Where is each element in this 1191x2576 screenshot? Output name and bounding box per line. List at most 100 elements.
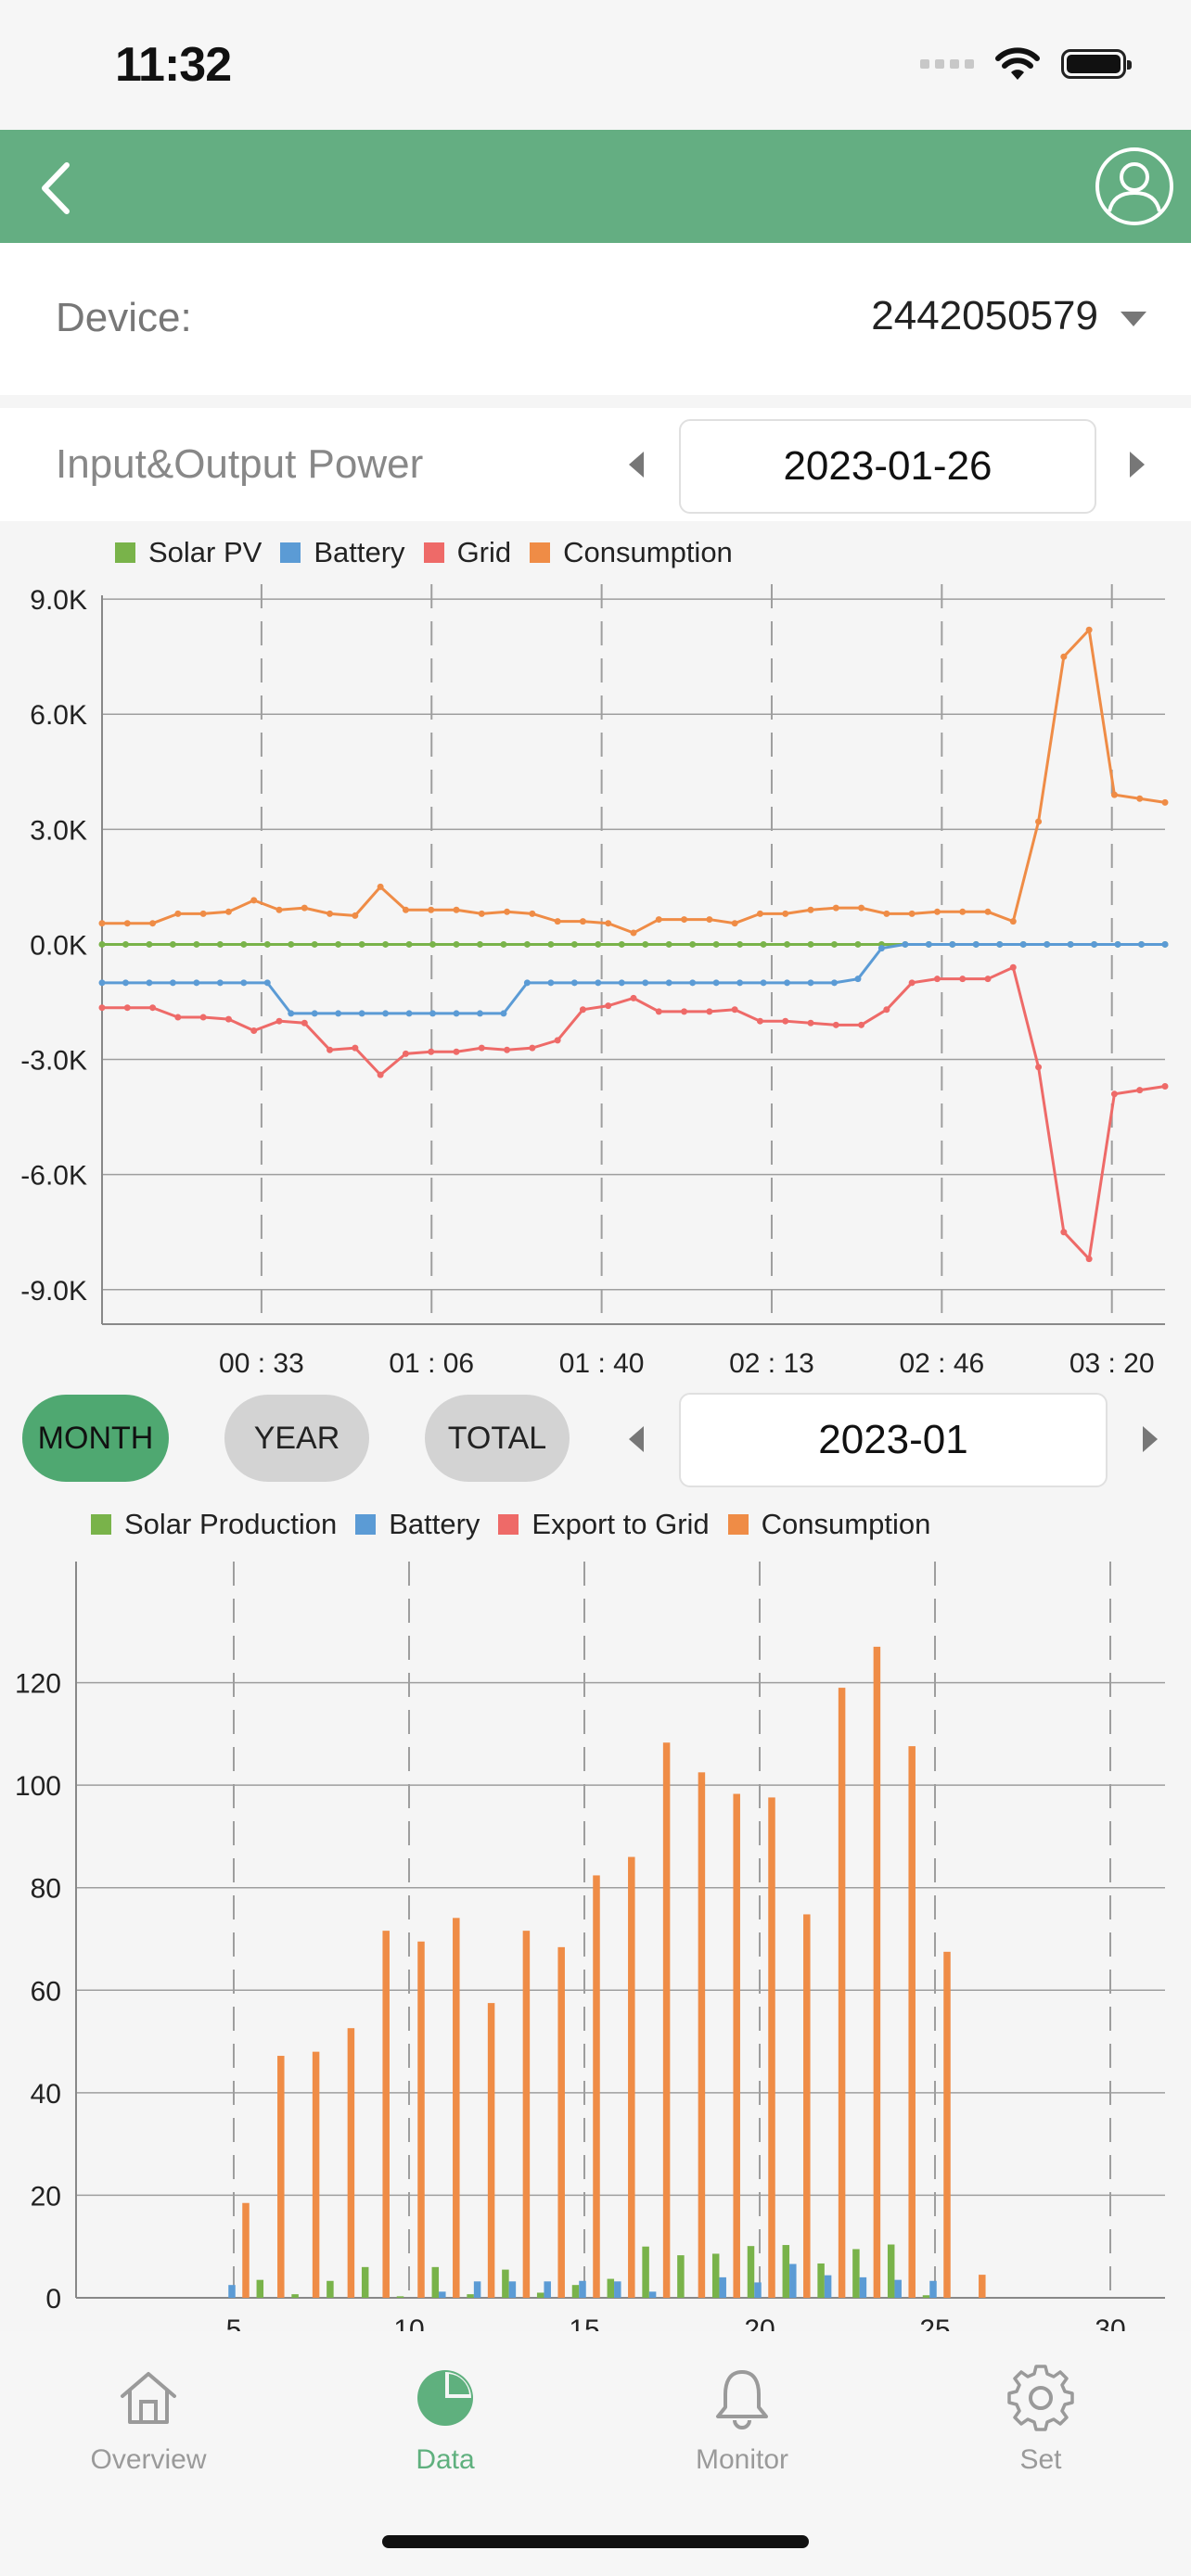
- data-point: [453, 1010, 460, 1017]
- bar: [522, 1931, 531, 2298]
- data-point: [224, 908, 232, 915]
- data-point: [908, 910, 916, 917]
- legend-swatch: [115, 542, 135, 563]
- series-line: [102, 942, 1165, 1015]
- data-point: [358, 1010, 365, 1017]
- bar: [768, 1797, 775, 2298]
- bar: [859, 2276, 867, 2298]
- data-point: [476, 940, 483, 948]
- device-value[interactable]: 2442050579: [871, 293, 1098, 338]
- period-date-picker[interactable]: 2023-01: [679, 1393, 1108, 1487]
- tab-data[interactable]: Data: [343, 2365, 547, 2476]
- data-point: [1161, 940, 1169, 948]
- data-point: [169, 940, 176, 948]
- prev-date-icon[interactable]: [629, 452, 644, 478]
- data-point: [883, 1006, 890, 1014]
- bar: [754, 2282, 762, 2298]
- data-point: [807, 906, 814, 913]
- data-point: [149, 920, 157, 927]
- data-point: [1136, 795, 1144, 802]
- data-point: [402, 906, 409, 913]
- data-point: [1035, 1064, 1043, 1071]
- io-date-picker[interactable]: 2023-01-26: [679, 419, 1096, 514]
- bar: [579, 2280, 586, 2298]
- data-point: [263, 979, 271, 987]
- data-point: [377, 1071, 384, 1078]
- data-point: [1067, 940, 1074, 948]
- data-point: [858, 1021, 865, 1028]
- data-point: [554, 918, 561, 925]
- y-tick-label: 0: [45, 2284, 61, 2315]
- bar: [838, 1688, 846, 2298]
- legend-item[interactable]: Solar PV: [115, 536, 262, 569]
- data-point: [665, 940, 672, 948]
- legend-item[interactable]: Consumption: [727, 1508, 930, 1541]
- data-point: [327, 910, 334, 917]
- data-point: [1009, 963, 1017, 971]
- legend-swatch: [423, 542, 444, 563]
- bar: [256, 2279, 264, 2298]
- bar: [502, 2269, 509, 2298]
- data-point: [784, 940, 791, 948]
- next-date-icon[interactable]: [1130, 452, 1145, 478]
- bar: [242, 2202, 250, 2298]
- data-point: [1110, 791, 1118, 798]
- data-point: [1035, 818, 1043, 825]
- back-arrow-icon[interactable]: [33, 156, 98, 221]
- y-tick-label: 6.0K: [30, 700, 87, 731]
- data-point: [327, 1046, 334, 1053]
- legend-item[interactable]: Consumption: [530, 536, 733, 569]
- legend-item[interactable]: Battery: [355, 1508, 480, 1541]
- period-date-value: 2023-01: [818, 1417, 968, 1462]
- bar: [662, 1742, 671, 2298]
- legend-swatch: [355, 1514, 377, 1535]
- legend-swatch: [280, 542, 301, 563]
- legend-item[interactable]: Export to Grid: [498, 1508, 710, 1541]
- data-point: [547, 979, 555, 987]
- tab-overview[interactable]: Overview: [46, 2365, 250, 2476]
- data-point: [377, 883, 384, 890]
- data-point: [504, 1046, 511, 1053]
- next-period-icon[interactable]: [1143, 1426, 1158, 1452]
- line-chart-legend: Solar PV Battery Grid Consumption: [115, 536, 751, 569]
- data-point: [760, 940, 767, 948]
- data-point: [288, 940, 295, 948]
- data-point: [925, 940, 932, 948]
- month-button[interactable]: MONTH: [22, 1395, 169, 1482]
- data-point: [883, 910, 890, 917]
- bar: [327, 2280, 334, 2298]
- bar: [487, 2003, 495, 2298]
- data-point: [146, 940, 153, 948]
- data-point: [618, 979, 625, 987]
- data-point: [504, 908, 511, 915]
- data-point: [335, 940, 342, 948]
- tab-set[interactable]: Set: [939, 2365, 1143, 2476]
- tab-monitor[interactable]: Monitor: [640, 2365, 844, 2476]
- data-point: [736, 979, 744, 987]
- legend-item[interactable]: Grid: [423, 536, 511, 569]
- device-selector[interactable]: Device: 2442050579: [0, 243, 1191, 395]
- bar-chart-svg: 0 20 40 60 80 100 120 5 10 15 20 25 30: [15, 1562, 1165, 2331]
- bar: [361, 2266, 369, 2298]
- data-point: [933, 976, 941, 983]
- bar: [943, 1951, 951, 2298]
- data-point: [949, 940, 956, 948]
- legend-item[interactable]: Solar Production: [91, 1508, 337, 1541]
- x-tick-label: 02 : 46: [899, 1348, 984, 1379]
- user-profile-icon[interactable]: [1095, 147, 1174, 226]
- bar: [782, 2245, 790, 2298]
- data-point: [782, 1017, 789, 1025]
- home-icon: [121, 2372, 176, 2424]
- data-point: [689, 940, 697, 948]
- legend-item[interactable]: Battery: [280, 536, 405, 569]
- chevron-down-icon[interactable]: [1121, 312, 1146, 326]
- prev-period-icon[interactable]: [629, 1426, 644, 1452]
- data-point: [500, 1010, 507, 1017]
- total-button[interactable]: TOTAL: [425, 1395, 570, 1482]
- io-power-title: Input&Output Power: [56, 441, 424, 487]
- bar: [719, 2276, 726, 2298]
- data-point: [736, 940, 744, 948]
- year-button[interactable]: YEAR: [224, 1395, 369, 1482]
- data-point: [301, 1019, 308, 1027]
- data-point: [240, 940, 248, 948]
